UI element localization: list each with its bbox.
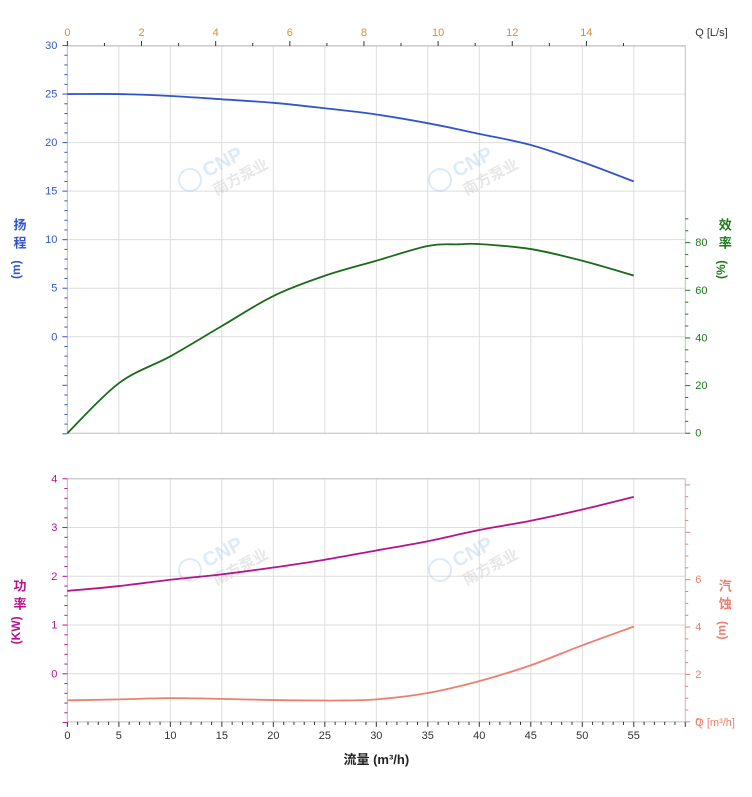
svg-text:Q [L/s]: Q [L/s] xyxy=(695,27,727,39)
svg-text:0: 0 xyxy=(64,730,70,742)
svg-text:0: 0 xyxy=(64,27,70,39)
svg-text:2: 2 xyxy=(51,571,57,583)
svg-text:30: 30 xyxy=(370,730,382,742)
svg-text:20: 20 xyxy=(45,137,57,149)
svg-text:60: 60 xyxy=(695,285,707,297)
svg-text:6: 6 xyxy=(695,574,701,586)
svg-text:2: 2 xyxy=(138,27,144,39)
svg-text:6: 6 xyxy=(287,27,293,39)
svg-text:10: 10 xyxy=(432,27,444,39)
svg-text:Q [m³/h]: Q [m³/h] xyxy=(695,717,735,729)
svg-text:8: 8 xyxy=(361,27,367,39)
svg-text:汽: 汽 xyxy=(719,578,732,593)
svg-text:15: 15 xyxy=(216,730,228,742)
svg-text:扬: 扬 xyxy=(13,218,26,233)
svg-text:25: 25 xyxy=(319,730,331,742)
svg-text:(m): (m) xyxy=(9,260,23,279)
svg-text:蚀: 蚀 xyxy=(719,596,732,611)
svg-text:20: 20 xyxy=(267,730,279,742)
svg-text:30: 30 xyxy=(45,40,57,52)
svg-text:4: 4 xyxy=(51,473,57,485)
svg-text:4: 4 xyxy=(695,622,701,634)
svg-text:55: 55 xyxy=(628,730,640,742)
svg-text:14: 14 xyxy=(580,27,592,39)
svg-text:3: 3 xyxy=(51,522,57,534)
svg-text:1: 1 xyxy=(51,620,57,632)
svg-text:5: 5 xyxy=(51,283,57,295)
svg-text:(%): (%) xyxy=(714,260,728,279)
svg-text:(KW): (KW) xyxy=(9,616,23,644)
svg-text:10: 10 xyxy=(45,234,57,246)
svg-text:45: 45 xyxy=(525,730,537,742)
svg-text:80: 80 xyxy=(695,237,707,249)
svg-text:40: 40 xyxy=(695,332,707,344)
svg-text:4: 4 xyxy=(213,27,219,39)
svg-text:0: 0 xyxy=(695,428,701,440)
svg-text:率: 率 xyxy=(719,236,732,251)
svg-text:率: 率 xyxy=(13,596,26,611)
svg-text:流量 (m³/h): 流量 (m³/h) xyxy=(343,752,409,767)
svg-text:35: 35 xyxy=(422,730,434,742)
svg-text:效: 效 xyxy=(719,218,732,233)
svg-text:程: 程 xyxy=(13,236,26,251)
svg-text:功: 功 xyxy=(13,578,26,593)
svg-text:20: 20 xyxy=(695,380,707,392)
svg-text:50: 50 xyxy=(576,730,588,742)
svg-text:12: 12 xyxy=(506,27,518,39)
svg-text:10: 10 xyxy=(164,730,176,742)
svg-text:25: 25 xyxy=(45,89,57,101)
svg-text:40: 40 xyxy=(473,730,485,742)
svg-text:5: 5 xyxy=(116,730,122,742)
svg-text:2: 2 xyxy=(695,669,701,681)
svg-text:0: 0 xyxy=(51,668,57,680)
svg-text:0: 0 xyxy=(51,331,57,343)
svg-text:15: 15 xyxy=(45,186,57,198)
svg-text:(m): (m) xyxy=(714,621,728,640)
